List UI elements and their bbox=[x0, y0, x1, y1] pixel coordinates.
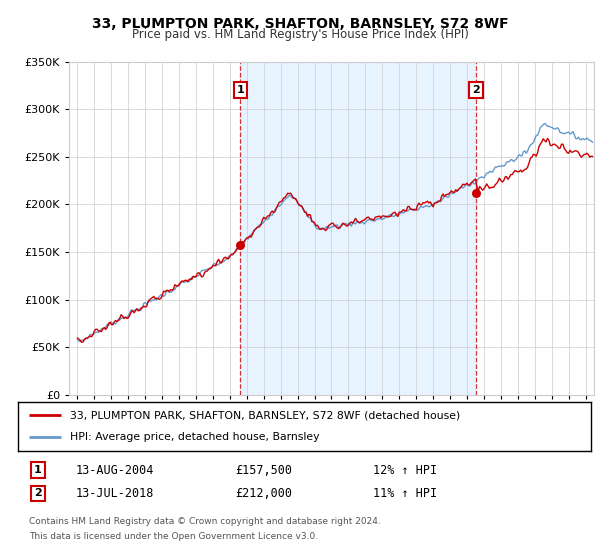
Text: 2: 2 bbox=[34, 488, 42, 498]
Text: HPI: Average price, detached house, Barnsley: HPI: Average price, detached house, Barn… bbox=[70, 432, 319, 442]
Text: 33, PLUMPTON PARK, SHAFTON, BARNSLEY, S72 8WF (detached house): 33, PLUMPTON PARK, SHAFTON, BARNSLEY, S7… bbox=[70, 410, 460, 421]
Point bbox=[236, 240, 245, 249]
Text: Contains HM Land Registry data © Crown copyright and database right 2024.: Contains HM Land Registry data © Crown c… bbox=[29, 517, 381, 526]
Text: 1: 1 bbox=[34, 465, 42, 475]
Text: This data is licensed under the Open Government Licence v3.0.: This data is licensed under the Open Gov… bbox=[29, 532, 319, 542]
Text: 2: 2 bbox=[472, 85, 480, 95]
Text: 11% ↑ HPI: 11% ↑ HPI bbox=[373, 487, 437, 500]
Text: £212,000: £212,000 bbox=[236, 487, 293, 500]
Text: Price paid vs. HM Land Registry's House Price Index (HPI): Price paid vs. HM Land Registry's House … bbox=[131, 28, 469, 41]
Text: 1: 1 bbox=[236, 85, 244, 95]
Text: 13-JUL-2018: 13-JUL-2018 bbox=[76, 487, 154, 500]
Point bbox=[471, 189, 481, 198]
Bar bbox=[241, 62, 476, 395]
Text: 12% ↑ HPI: 12% ↑ HPI bbox=[373, 464, 437, 477]
Text: £157,500: £157,500 bbox=[236, 464, 293, 477]
Text: 33, PLUMPTON PARK, SHAFTON, BARNSLEY, S72 8WF: 33, PLUMPTON PARK, SHAFTON, BARNSLEY, S7… bbox=[92, 17, 508, 31]
Text: 13-AUG-2004: 13-AUG-2004 bbox=[76, 464, 154, 477]
